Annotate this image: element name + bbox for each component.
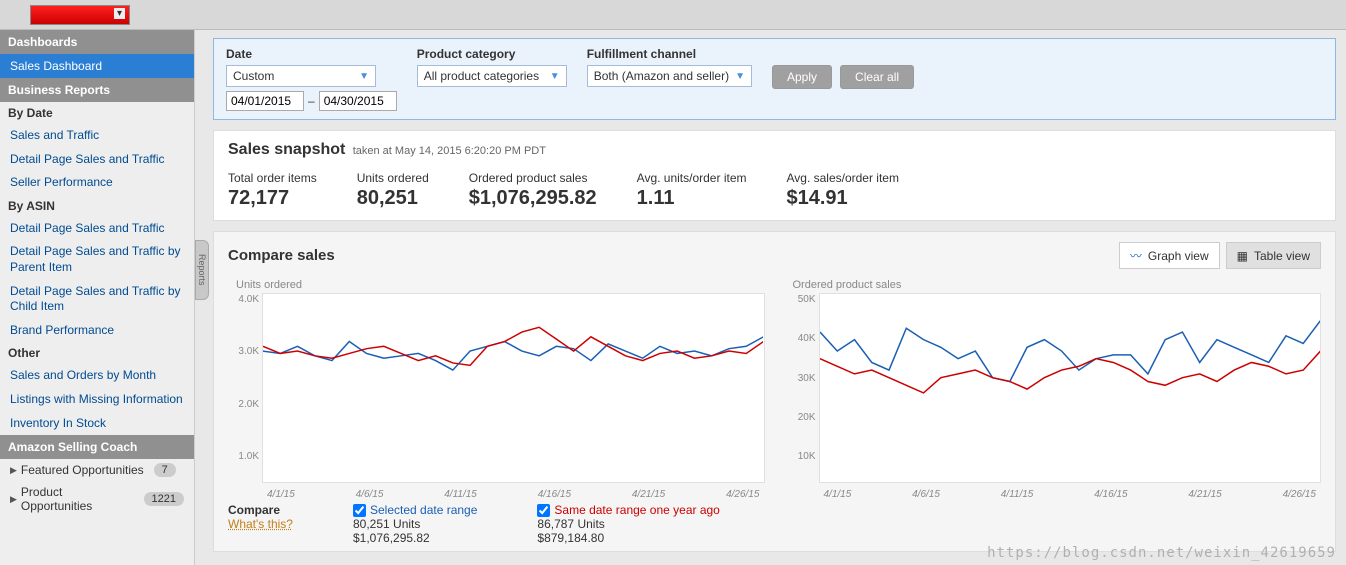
badge: 1221 [144, 492, 184, 506]
by-date-link-1[interactable]: Detail Page Sales and Traffic [0, 148, 194, 172]
badge: 7 [154, 463, 176, 477]
marketplace-select[interactable] [30, 5, 130, 25]
by-date-link-2[interactable]: Seller Performance [0, 171, 194, 195]
caret-right-icon: ▶ [10, 465, 17, 476]
channel-select[interactable]: Both (Amazon and seller) ▼ [587, 65, 752, 87]
compare-title: Compare sales [228, 247, 335, 264]
chevron-down-icon: ▼ [735, 71, 745, 82]
sidebar: Dashboards Sales Dashboard Business Repo… [0, 30, 195, 565]
graph-view-button[interactable]: 〰 Graph view [1119, 242, 1220, 269]
compare-sales-panel: Compare sales 〰 Graph view ▦ Table view … [213, 231, 1336, 552]
by-date-link-0[interactable]: Sales and Traffic [0, 124, 194, 148]
units-ordered-chart: 4.0K3.0K2.0K1.0K 4/1/154/6/154/11/154/16… [262, 293, 765, 483]
by-date-header: By Date [0, 102, 194, 124]
ordered-sales-chart: 50K40K30K20K10K 4/1/154/6/154/11/154/16/… [819, 293, 1322, 483]
date-from-input[interactable] [226, 91, 304, 111]
selected-units: 80,251 Units [353, 517, 477, 531]
whats-this-link[interactable]: What's this? [228, 517, 293, 531]
channel-value: Both (Amazon and seller) [594, 69, 729, 83]
chart1-title: Units ordered [236, 279, 765, 291]
by-asin-link-2[interactable]: Detail Page Sales and Traffic by Child I… [0, 280, 194, 319]
sidebar-collapse-handle[interactable]: Reports [195, 240, 209, 300]
date-to-input[interactable] [319, 91, 397, 111]
coach-header: Amazon Selling Coach [0, 435, 194, 459]
channel-label: Fulfillment channel [587, 47, 752, 61]
by-asin-header: By ASIN [0, 195, 194, 217]
selected-range-checkbox[interactable] [353, 504, 366, 517]
main-content: Date Custom ▼ – Product category All pro… [195, 30, 1346, 565]
metric-1: Units ordered80,251 [357, 171, 429, 210]
sales-snapshot-panel: Sales snapshot taken at May 14, 2015 6:2… [213, 130, 1336, 221]
selected-sales: $1,076,295.82 [353, 531, 477, 545]
sidebar-item-sales-dashboard[interactable]: Sales Dashboard [0, 54, 194, 78]
other-link-2[interactable]: Inventory In Stock [0, 412, 194, 436]
date-preset-value: Custom [233, 69, 274, 83]
business-reports-header: Business Reports [0, 78, 194, 102]
selected-range-label: Selected date range [370, 503, 477, 517]
table-view-button[interactable]: ▦ Table view [1226, 242, 1321, 269]
metric-3: Avg. units/order item1.11 [637, 171, 747, 210]
caret-right-icon: ▶ [10, 494, 17, 505]
metric-0: Total order items72,177 [228, 171, 317, 210]
chevron-down-icon: ▼ [550, 71, 560, 82]
table-icon: ▦ [1237, 249, 1248, 263]
metric-4: Avg. sales/order item$14.91 [786, 171, 899, 210]
chart2-title: Ordered product sales [793, 279, 1322, 291]
date-label: Date [226, 47, 397, 61]
other-link-1[interactable]: Listings with Missing Information [0, 388, 194, 412]
category-select[interactable]: All product categories ▼ [417, 65, 567, 87]
line-chart-icon: 〰 [1130, 247, 1142, 264]
by-asin-link-3[interactable]: Brand Performance [0, 319, 194, 343]
category-label: Product category [417, 47, 567, 61]
other-link-0[interactable]: Sales and Orders by Month [0, 364, 194, 388]
apply-button[interactable]: Apply [772, 65, 832, 89]
prior-range-label: Same date range one year ago [554, 503, 719, 517]
prior-units: 86,787 Units [537, 517, 719, 531]
metric-2: Ordered product sales$1,076,295.82 [469, 171, 597, 210]
date-preset-select[interactable]: Custom ▼ [226, 65, 376, 87]
by-asin-link-1[interactable]: Detail Page Sales and Traffic by Parent … [0, 240, 194, 279]
prior-sales: $879,184.80 [537, 531, 719, 545]
snapshot-subtitle: taken at May 14, 2015 6:20:20 PM PDT [353, 145, 546, 157]
compare-label: Compare [228, 503, 293, 517]
top-bar [0, 0, 1346, 30]
coach-item-0[interactable]: ▶Featured Opportunities7 [0, 459, 194, 481]
snapshot-title: Sales snapshot [228, 141, 345, 158]
category-value: All product categories [424, 69, 539, 83]
chevron-down-icon: ▼ [359, 71, 369, 82]
by-asin-link-0[interactable]: Detail Page Sales and Traffic [0, 217, 194, 241]
watermark: https://blog.csdn.net/weixin_42619659 [987, 545, 1336, 561]
coach-item-1[interactable]: ▶Product Opportunities1221 [0, 481, 194, 517]
other-header: Other [0, 342, 194, 364]
clear-all-button[interactable]: Clear all [840, 65, 914, 89]
date-range-dash: – [308, 94, 315, 108]
prior-range-checkbox[interactable] [537, 504, 550, 517]
filters-bar: Date Custom ▼ – Product category All pro… [213, 38, 1336, 120]
dashboards-header: Dashboards [0, 30, 194, 54]
